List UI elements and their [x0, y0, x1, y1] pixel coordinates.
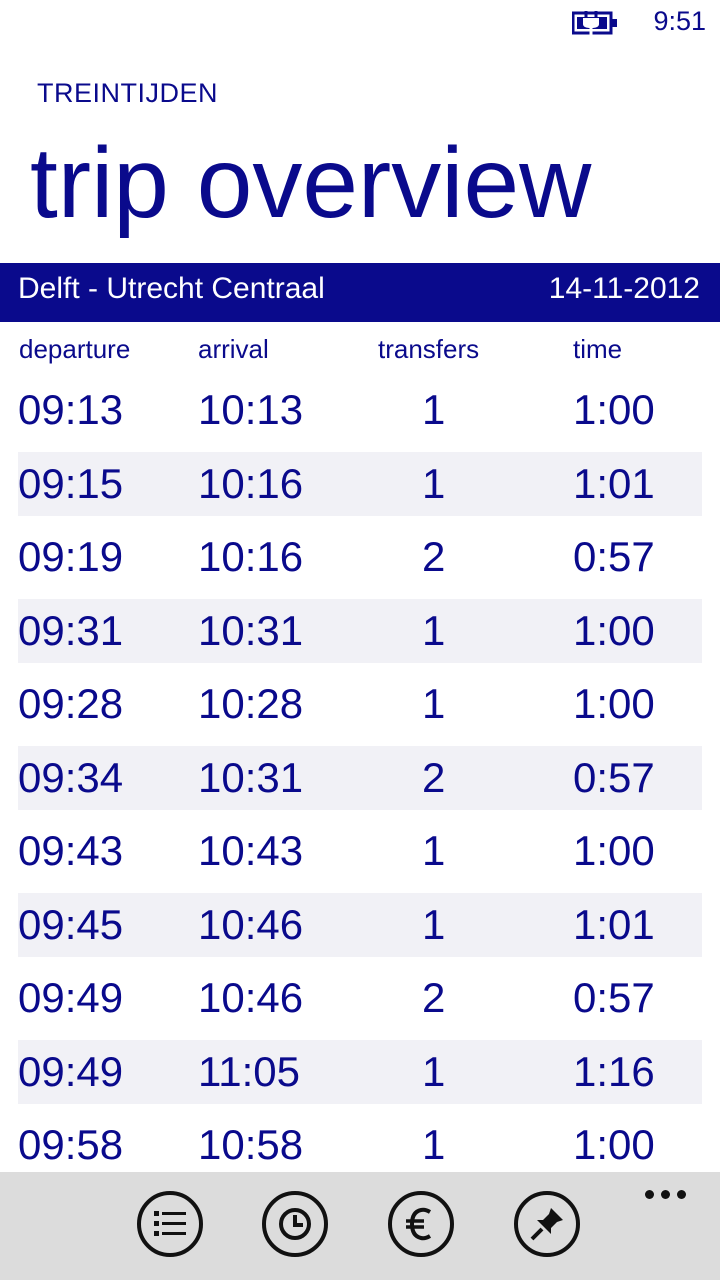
trip-row[interactable]: 09:31 10:31 1 1:00 [18, 598, 702, 663]
trip-duration: 0:57 [573, 974, 655, 1021]
trip-arrival: 10:28 [198, 680, 304, 727]
trip-duration: 1:00 [573, 386, 655, 433]
trip-duration: 1:01 [573, 900, 655, 948]
trip-transfers: 1 [422, 1121, 446, 1168]
more-dots-icon[interactable] [645, 1190, 687, 1200]
column-header-transfers: transfers [378, 334, 480, 364]
euro-icon [406, 1207, 432, 1241]
trip-duration: 1:00 [573, 680, 655, 727]
list-icon [154, 1211, 186, 1236]
trip-transfers: 1 [422, 680, 446, 727]
trip-row[interactable]: 09:49 10:46 2 0:57 [18, 966, 702, 1030]
trip-arrival: 10:46 [198, 974, 304, 1021]
trip-arrival: 10:31 [198, 606, 304, 654]
column-headers: departure arrival transfers time [0, 330, 720, 370]
trip-arrival: 10:58 [198, 1121, 304, 1168]
trip-transfers: 1 [422, 606, 446, 654]
trip-departure: 09:45 [18, 900, 124, 948]
dot [661, 1190, 670, 1199]
status-bar: 9:51 [0, 0, 720, 48]
list-button[interactable] [137, 1191, 203, 1257]
trip-transfers: 2 [422, 974, 446, 1021]
trip-departure: 09:49 [18, 974, 124, 1021]
trip-duration: 0:57 [573, 753, 655, 801]
pin-button[interactable] [514, 1191, 580, 1257]
trip-row[interactable]: 09:13 10:13 1 1:00 [18, 378, 702, 442]
application-bar [0, 1172, 720, 1280]
column-header-time: time [573, 334, 623, 364]
trip-transfers: 1 [422, 900, 446, 948]
trip-duration: 1:00 [573, 606, 655, 654]
trip-row[interactable]: 09:49 11:05 1 1:16 [18, 1039, 702, 1104]
trip-row[interactable]: 09:43 10:43 1 1:00 [18, 819, 702, 883]
trip-row[interactable]: 09:28 10:28 1 1:00 [18, 672, 702, 736]
trip-row[interactable]: 09:58 10:58 1 1:00 [18, 1113, 702, 1172]
trip-arrival: 10:16 [198, 533, 304, 580]
trip-duration: 1:01 [573, 459, 655, 507]
route-name: Delft - Utrecht Centraal [18, 272, 325, 305]
trip-list[interactable]: 09:13 10:13 1 1:00 09:15 10:16 1 1:01 09… [18, 378, 702, 1172]
column-header-arrival: arrival [198, 334, 269, 364]
trip-row[interactable]: 09:34 10:31 2 0:57 [18, 745, 702, 810]
clock-button[interactable] [262, 1191, 328, 1257]
trip-transfers: 1 [422, 1047, 446, 1095]
dot [645, 1190, 654, 1199]
trip-row[interactable]: 09:15 10:16 1 1:01 [18, 451, 702, 516]
trip-arrival: 11:05 [198, 1047, 300, 1095]
trip-transfers: 2 [422, 753, 446, 801]
clock-icon [279, 1208, 311, 1240]
trip-duration: 1:00 [573, 827, 655, 874]
trip-duration: 1:16 [573, 1047, 655, 1095]
route-header: Delft - Utrecht Centraal 14-11-2012 [0, 263, 720, 322]
trip-departure: 09:15 [18, 459, 124, 507]
status-time: 9:51 [653, 6, 706, 36]
trip-duration: 1:00 [573, 1121, 655, 1168]
trip-duration: 0:57 [573, 533, 655, 580]
trip-departure: 09:34 [18, 753, 124, 801]
trip-row[interactable]: 09:45 10:46 1 1:01 [18, 892, 702, 957]
trip-arrival: 10:16 [198, 459, 304, 507]
trip-transfers: 2 [422, 533, 446, 580]
trip-arrival: 10:13 [198, 386, 304, 433]
trip-arrival: 10:43 [198, 827, 304, 874]
trip-departure: 09:13 [18, 386, 124, 433]
trip-departure: 09:43 [18, 827, 124, 874]
pin-icon [530, 1208, 563, 1241]
trip-row[interactable]: 09:19 10:16 2 0:57 [18, 525, 702, 589]
trip-arrival: 10:31 [198, 753, 304, 801]
page-title: trip overview [30, 127, 592, 239]
battery-charging-icon [572, 11, 617, 35]
trip-arrival: 10:46 [198, 900, 304, 948]
trip-transfers: 1 [422, 459, 446, 507]
dot [677, 1190, 686, 1199]
trip-transfers: 1 [422, 386, 446, 433]
trip-transfers: 1 [422, 827, 446, 874]
price-button[interactable] [388, 1191, 454, 1257]
route-date: 14-11-2012 [548, 272, 700, 305]
app-title: TREINTIJDEN [37, 78, 218, 108]
trip-departure: 09:19 [18, 533, 124, 580]
column-header-departure: departure [19, 334, 131, 364]
trip-departure: 09:31 [18, 606, 124, 654]
trip-departure: 09:49 [18, 1047, 124, 1095]
trip-departure: 09:58 [18, 1121, 124, 1168]
trip-departure: 09:28 [18, 680, 124, 727]
